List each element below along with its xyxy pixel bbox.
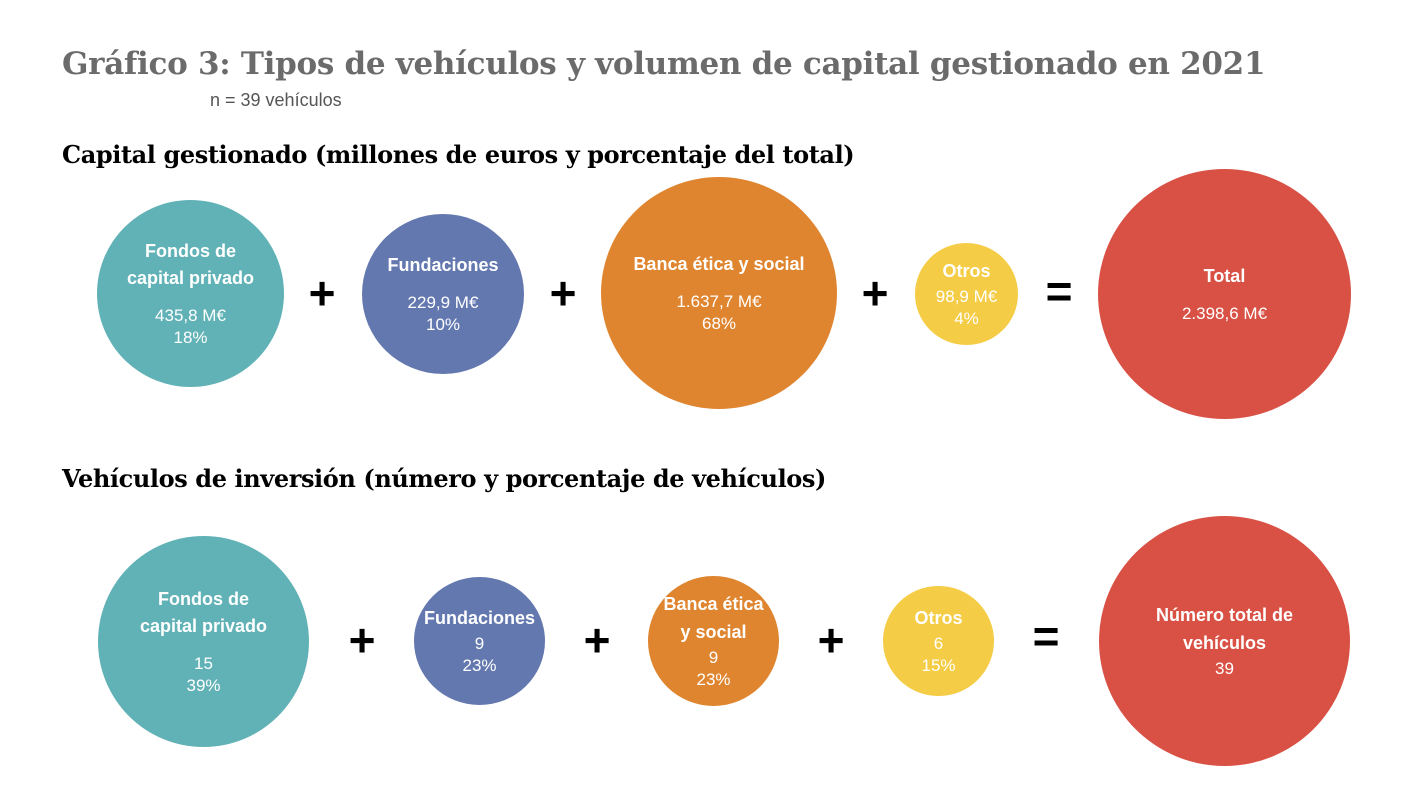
capital-fundaciones-value: 229,9 M€: [407, 292, 479, 312]
capital-banca-value: 1.637,7 M€: [676, 291, 762, 311]
vehiculos-bubble-fundaciones: Fundaciones 9 23%: [414, 577, 545, 705]
capital-fondos-value: 435,8 M€: [155, 306, 226, 326]
capital-fundaciones-label: Fundaciones: [387, 254, 499, 275]
vehiculos-banca-value: 9: [708, 647, 719, 667]
vehiculos-fondos-label-2: capital privado: [139, 616, 268, 637]
vehiculos-plus-2: +: [583, 614, 611, 666]
capital-equals: =: [1045, 265, 1073, 317]
vehiculos-total-value: 39: [1215, 658, 1234, 678]
vehiculos-otros-value: 6: [933, 633, 944, 653]
capital-bubble-fundaciones: Fundaciones 229,9 M€ 10%: [362, 214, 524, 374]
vehiculos-bubble-total: Número total de vehículos 39: [1099, 516, 1350, 766]
vehiculos-bubble-otros: Otros 6 15%: [883, 586, 994, 696]
capital-fundaciones-pct: 10%: [425, 314, 461, 334]
vehiculos-fundaciones-label: Fundaciones: [423, 607, 535, 628]
vehiculos-otros-pct: 15%: [921, 655, 956, 675]
capital-section-title: Capital gestionado (millones de euros y …: [62, 140, 855, 169]
vehiculos-bubble-fondos: Fondos de capital privado 15 39%: [98, 536, 309, 747]
vehiculos-fundaciones-value: 9: [474, 633, 485, 653]
vehiculos-banca-pct: 23%: [696, 669, 731, 689]
vehiculos-banca-label-1: Banca ética: [663, 594, 764, 615]
capital-otros-label: Otros: [942, 260, 991, 281]
capital-plus-3: +: [861, 267, 889, 319]
capital-fondos-pct: 18%: [173, 328, 208, 348]
capital-otros-value: 98,9 M€: [935, 286, 998, 306]
vehiculos-fondos-pct: 39%: [186, 676, 221, 696]
vehiculos-total-label-2: vehículos: [1182, 632, 1267, 653]
vehiculos-equals: =: [1032, 610, 1060, 662]
capital-bubble-banca: Banca ética y social 1.637,7 M€ 68%: [601, 177, 837, 409]
capital-plus-2: +: [549, 267, 577, 319]
capital-bubble-total: Total 2.398,6 M€: [1098, 169, 1351, 419]
capital-fondos-label-2: capital privado: [126, 268, 255, 289]
vehiculos-fondos-value: 15: [194, 654, 213, 674]
capital-plus-1: +: [308, 267, 336, 319]
vehiculos-section-title: Vehículos de inversión (número y porcent…: [62, 464, 826, 493]
capital-otros-pct: 4%: [954, 308, 979, 328]
chart-title: Gráfico 3: Tipos de vehículos y volumen …: [62, 46, 1266, 82]
vehiculos-plus-3: +: [817, 614, 845, 666]
vehiculos-bubble-banca: Banca ética y social 9 23%: [648, 576, 779, 706]
capital-banca-pct: 68%: [701, 313, 737, 333]
capital-bubble-fondos: Fondos de capital privado 435,8 M€ 18%: [97, 200, 284, 387]
capital-total-label: Total: [1203, 266, 1246, 286]
capital-fondos-label-1: Fondos de: [145, 240, 236, 261]
capital-total-value: 2.398,6 M€: [1181, 303, 1268, 323]
capital-banca-label: Banca ética y social: [633, 253, 805, 274]
vehiculos-fundaciones-pct: 23%: [462, 655, 497, 675]
chart-subtitle: n = 39 vehículos: [210, 90, 342, 110]
vehiculos-banca-label-2: y social: [680, 621, 747, 642]
vehiculos-fondos-label-1: Fondos de: [158, 588, 249, 609]
vehiculos-otros-label: Otros: [914, 607, 963, 628]
capital-bubble-otros: Otros 98,9 M€ 4%: [915, 243, 1018, 345]
vehiculos-plus-1: +: [348, 614, 376, 666]
vehiculos-total-label-1: Número total de: [1155, 605, 1293, 626]
